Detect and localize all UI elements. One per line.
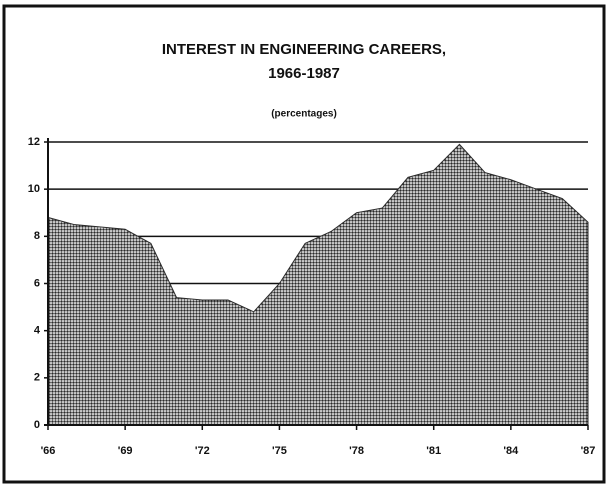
x-tick-label: '78 <box>349 445 364 457</box>
chart-title: INTEREST IN ENGINEERING CAREERS, <box>162 41 446 58</box>
area <box>47 143 589 426</box>
x-tick-label: '72 <box>195 445 210 457</box>
y-tick-label: 8 <box>34 230 40 242</box>
x-tick-label: '81 <box>426 445 441 457</box>
y-tick-label: 10 <box>28 183 40 195</box>
chart-subtitle: (percentages) <box>271 109 337 120</box>
y-tick-label: 4 <box>34 325 41 337</box>
y-tick-label: 0 <box>34 419 40 431</box>
chart-title: 1966-1987 <box>268 65 340 82</box>
frame <box>2 4 606 484</box>
x-tick-label: '69 <box>118 445 133 457</box>
x-tick-label: '66 <box>41 445 56 457</box>
y-tick-label: 6 <box>34 277 40 289</box>
x-tick-label: '75 <box>272 445 287 457</box>
y-tick-label: 2 <box>34 372 40 384</box>
x-tick-label: '84 <box>503 445 519 457</box>
x-tick-label: '87 <box>581 445 596 457</box>
y-tick-label: 12 <box>28 136 40 148</box>
